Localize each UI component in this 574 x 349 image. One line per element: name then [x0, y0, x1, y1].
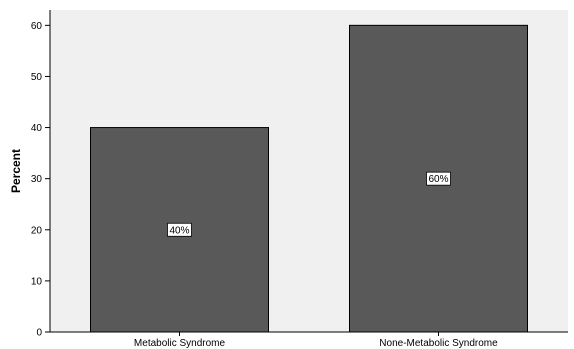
- y-tick-label: 40: [31, 123, 43, 134]
- y-tick-label: 0: [36, 328, 42, 339]
- x-tick-label: Metabolic Syndrome: [134, 338, 226, 349]
- data-label: 60%: [428, 174, 448, 185]
- y-tick-label: 60: [31, 21, 43, 32]
- data-labels: 40% 60%: [167, 171, 451, 237]
- y-tick-label: 20: [31, 225, 43, 236]
- y-tick-label: 50: [31, 72, 43, 83]
- x-tick-label: None-Metabolic Syndrome: [379, 338, 498, 349]
- x-tick-labels: Metabolic Syndrome None-Metabolic Syndrom…: [134, 332, 498, 349]
- data-label-box: [167, 222, 192, 237]
- data-label-box: [426, 171, 451, 186]
- y-axis-title: Percent: [9, 149, 23, 193]
- axes: [49, 10, 568, 333]
- data-label: 40%: [169, 225, 189, 236]
- y-ticks: 0 10 20 30 40 50 60: [31, 21, 50, 339]
- y-tick-label: 10: [31, 276, 43, 287]
- y-tick-label: 30: [31, 174, 43, 185]
